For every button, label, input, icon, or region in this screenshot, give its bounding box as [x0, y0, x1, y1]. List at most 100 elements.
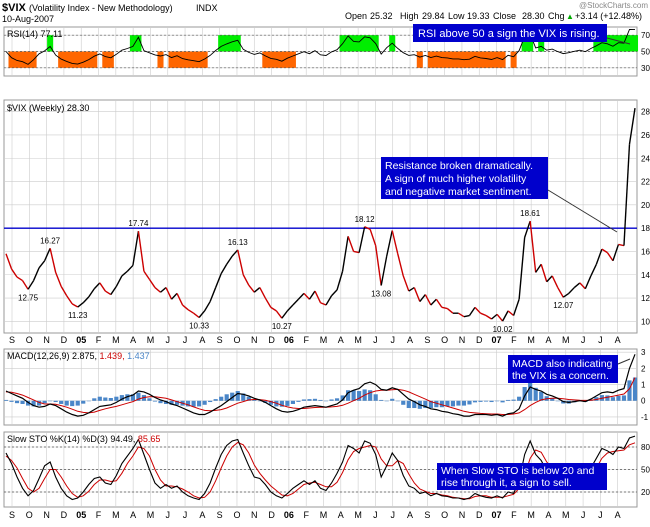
- sto-month-label: A: [199, 510, 205, 520]
- sto-month-label: J: [373, 510, 378, 520]
- macd-histogram-bar: [257, 400, 262, 402]
- macd-histogram-bar: [373, 394, 378, 401]
- price-tick-label: 10: [641, 317, 650, 326]
- price-segment: [143, 270, 151, 280]
- macd-histogram-bar: [185, 400, 191, 407]
- price-data-label: 18.61: [520, 209, 541, 218]
- watermark: @StockCharts.com: [579, 1, 648, 10]
- macd-histogram-bar: [202, 400, 207, 405]
- price-month-label: J: [581, 335, 586, 345]
- price-month-label: M: [527, 335, 535, 345]
- sto-tick-label: 20: [641, 488, 650, 497]
- price-month-label: M: [354, 335, 362, 345]
- price-segment: [540, 264, 548, 282]
- sto-annotation-text: When Slow STO is below 20 and rise throu…: [441, 465, 597, 489]
- price-segment: [380, 255, 388, 286]
- price-segment: [99, 282, 106, 292]
- macd-histogram-bar: [70, 400, 75, 407]
- price-segment: [226, 255, 233, 265]
- price-tick-label: 28: [641, 108, 650, 117]
- rsi-tick-label: 30: [641, 64, 650, 73]
- macd-histogram-bar: [610, 397, 616, 401]
- macd-histogram-bar: [489, 400, 494, 403]
- macd-histogram-bar: [406, 400, 411, 409]
- price-segment: [435, 298, 443, 308]
- sto-month-label: F: [303, 510, 309, 520]
- price-month-label: D: [476, 335, 483, 345]
- price-segment: [126, 264, 134, 272]
- quote-strip: Open 25.32 High 29.84 Low 19.33 Close 28…: [345, 11, 642, 21]
- rsi-upper-fill: [521, 35, 528, 52]
- price-segment: [49, 248, 57, 273]
- chg-value: +3.14 (+12.48%): [575, 11, 642, 21]
- price-month-label: O: [26, 335, 33, 345]
- price-segment: [441, 306, 448, 310]
- macd-histogram-bar: [152, 400, 158, 402]
- macd-histogram-bar: [97, 396, 102, 401]
- price-month-label: D: [61, 335, 68, 345]
- price-segment: [341, 236, 349, 272]
- macd-histogram-bar: [136, 392, 141, 401]
- price-segment: [353, 250, 360, 254]
- price-segment: [529, 220, 537, 273]
- macd-histogram-bar: [169, 400, 174, 405]
- macd-histogram-bar: [301, 399, 307, 401]
- sto-month-label: M: [527, 510, 535, 520]
- price-segment: [215, 273, 222, 288]
- rsi-upper-fill: [47, 35, 54, 52]
- price-segment: [297, 292, 305, 300]
- open-value: 25.32: [370, 11, 393, 21]
- macd-label: MACD(12,26,9) 2.875, 1.439, 1.437: [7, 351, 150, 361]
- sto-month-label: F: [511, 510, 517, 520]
- rsi-lower-fill: [262, 51, 269, 68]
- macd-histogram-bar: [197, 400, 202, 407]
- macd-histogram-bar: [174, 400, 180, 405]
- macd-histogram-bar: [125, 394, 130, 401]
- macd-histogram-bar: [550, 398, 555, 401]
- rsi-upper-fill: [538, 35, 545, 52]
- macd-histogram-bar: [252, 399, 257, 401]
- price-month-label: M: [147, 335, 155, 345]
- price-data-label: 17.74: [128, 219, 149, 228]
- sto-d-line: [5, 441, 636, 500]
- price-data-label: 16.13: [228, 238, 249, 247]
- price-annotation-text: Resistance broken dramatically. A sign o…: [385, 160, 536, 198]
- price-segment: [231, 249, 239, 257]
- price-segment: [259, 287, 266, 299]
- macd-histogram-bar: [219, 396, 224, 401]
- rsi-upper-fill: [350, 35, 357, 52]
- price-month-label: A: [338, 335, 344, 345]
- sto-month-label: O: [26, 510, 33, 520]
- price-segment: [16, 276, 23, 282]
- macd-histogram-bar: [163, 400, 169, 404]
- rsi-upper-fill: [631, 35, 639, 52]
- price-segment: [242, 274, 250, 286]
- price-month-label: J: [373, 335, 378, 345]
- macd-histogram-bar: [340, 395, 345, 401]
- macd-histogram-bar: [42, 400, 47, 404]
- rsi-annotation-box: [413, 24, 607, 42]
- price-segment: [314, 290, 322, 304]
- macd-histogram-bar: [241, 393, 246, 401]
- close-value: 28.30: [522, 11, 545, 21]
- macd-histogram-bar: [279, 400, 284, 407]
- rsi-upper-fill: [234, 35, 241, 52]
- price-segment: [286, 304, 294, 312]
- rsi-lower-fill: [74, 51, 81, 68]
- rsi-upper-fill: [604, 35, 611, 52]
- macd-histogram-bar: [456, 400, 461, 406]
- price-segment: [82, 296, 90, 304]
- sto-month-label: J: [581, 510, 586, 520]
- sto-month-label: N: [43, 510, 50, 520]
- macd-histogram-bar: [92, 398, 97, 401]
- macd-histogram-bar: [31, 400, 36, 407]
- exchange: INDX: [196, 3, 218, 13]
- price-segment: [264, 297, 272, 308]
- price-segment: [507, 310, 515, 317]
- sto-month-label: O: [233, 510, 240, 520]
- rsi-lower-fill: [196, 51, 203, 68]
- price-segment: [413, 287, 421, 302]
- price-segment: [336, 271, 344, 291]
- price-annotation: Resistance broken dramatically. A sign o…: [381, 157, 618, 233]
- price-month-label: 07: [492, 335, 502, 345]
